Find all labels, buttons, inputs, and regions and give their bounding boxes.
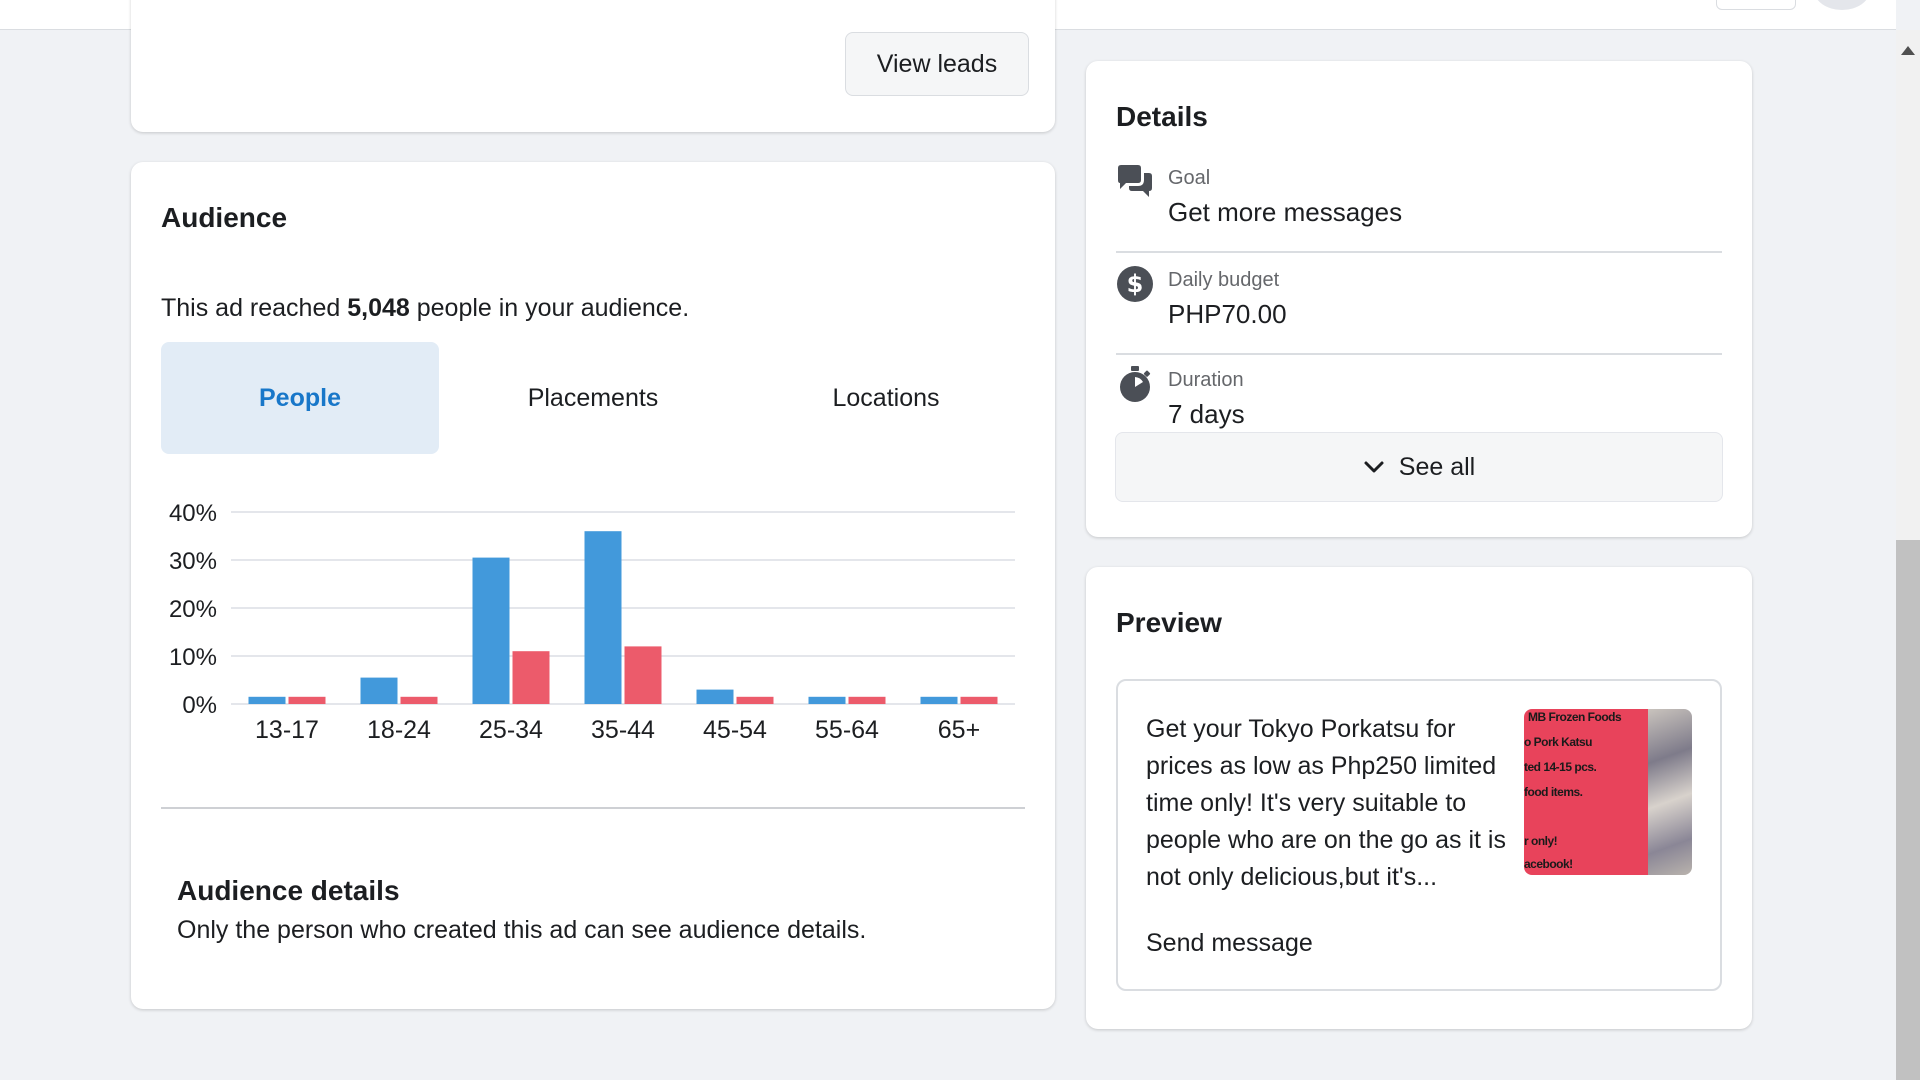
chart-bar: [584, 531, 622, 704]
ad-image-text-line: MB Frozen Foods: [1528, 710, 1622, 724]
audience-details-title: Audience details: [177, 875, 400, 906]
duration-value: 7 days: [1168, 399, 1245, 429]
chart-bar: [360, 677, 398, 704]
detail-row-duration: Duration 7 days: [1116, 355, 1722, 455]
audience-details-text: Only the person who created this ad can …: [177, 916, 867, 944]
stopwatch-icon: [1120, 366, 1151, 402]
ad-preview-text: Get your Tokyo Porkatsu for prices as lo…: [1146, 715, 1506, 891]
dollar-icon: $: [1117, 266, 1153, 302]
chart-y-tick-label: 0%: [182, 692, 217, 719]
avatar[interactable]: [1814, 0, 1870, 10]
chart-bar: [512, 651, 550, 704]
audience-age-chart: 0% 10% 20% 30% 40% 13-17 18-24 25-34 35-44 45-54 5…: [161, 490, 1025, 910]
reach-summary: This ad reached 5,048 people in your aud…: [161, 294, 689, 323]
chart-bar: [960, 696, 998, 704]
top-bar-button[interactable]: [1716, 0, 1796, 10]
chart-bar: [400, 696, 438, 704]
chevron-down-icon: [1364, 461, 1384, 473]
chart-x-tick-label: 18-24: [367, 716, 431, 744]
chat-bubbles-icon: [1118, 165, 1152, 197]
svg-text:$: $: [1127, 270, 1144, 298]
chart-bar: [696, 689, 734, 704]
scroll-up-arrow-icon[interactable]: [1901, 46, 1915, 55]
ad-image-photo: [1648, 709, 1692, 875]
chart-y-tick-label: 20%: [169, 596, 217, 623]
chart-y-tick-label: 30%: [169, 548, 217, 575]
duration-label: Duration: [1168, 369, 1244, 391]
goal-value: Get more messages: [1168, 197, 1403, 227]
chart-bar: [288, 696, 326, 704]
divider: [161, 807, 1025, 809]
chart-bar: [624, 646, 662, 704]
audience-title: Audience: [161, 202, 288, 233]
preview-title: Preview: [1116, 607, 1222, 638]
tab-people[interactable]: People: [161, 342, 439, 454]
ad-preview-image: MB Frozen Foods o Pork Katsu ted 14-15 p…: [1524, 709, 1692, 875]
chart-bar: [920, 696, 958, 704]
detail-row-daily-budget: $ Daily budget PHP70.00: [1116, 255, 1722, 355]
details-card: Details Goal Get more messages $ Daily b…: [1086, 61, 1752, 537]
chart-x-tick-label: 13-17: [255, 716, 319, 744]
reach-count: 5,048: [347, 294, 410, 322]
daily-budget-label: Daily budget: [1168, 269, 1280, 291]
detail-row-goal: Goal Get more messages: [1116, 153, 1722, 253]
chart-y-tick-label: 10%: [169, 644, 217, 671]
details-title: Details: [1116, 101, 1208, 132]
ad-image-text-line: acebook!: [1524, 857, 1573, 871]
see-all-label: See all: [1398, 452, 1476, 481]
reach-suffix: people in your audience.: [409, 294, 690, 322]
reach-prefix: This ad reached: [161, 294, 348, 322]
ad-image-text-line: r only!: [1524, 834, 1558, 848]
view-leads-button[interactable]: View leads: [845, 32, 1029, 96]
chart-x-tick-label: 35-44: [591, 716, 655, 744]
leads-card: View leads: [131, 0, 1055, 132]
tab-placements[interactable]: Placements: [527, 383, 659, 412]
ad-image-text-line: o Pork Katsu: [1524, 735, 1593, 749]
chart-x-tick-label: 55-64: [815, 716, 879, 744]
see-all-button[interactable]: See all: [1115, 432, 1723, 502]
audience-card: Audience This ad reached 5,048 people in…: [131, 162, 1055, 1009]
chart-bar: [808, 696, 846, 704]
scrollbar-thumb[interactable]: [1896, 540, 1920, 1080]
chart-x-tick-label: 25-34: [479, 716, 543, 744]
chart-bar: [736, 696, 774, 704]
chart-bar: [248, 696, 286, 704]
audience-tabs: People Placements Locations: [161, 342, 1025, 454]
ad-image-text-line: food items.: [1524, 785, 1583, 799]
ad-image-text-line: ted 14-15 pcs.: [1524, 760, 1597, 774]
daily-budget-value: PHP70.00: [1168, 299, 1287, 329]
ad-image-banner: [1524, 709, 1648, 875]
send-message-button[interactable]: Send message: [1146, 929, 1313, 957]
preview-card: Preview Get your Tokyo Porkatsu for pric…: [1086, 567, 1752, 1029]
chart-svg: 0% 10% 20% 30% 40% 13-17 18-24 25-34 35-44 45-54 5…: [169, 500, 1015, 744]
ad-preview[interactable]: Get your Tokyo Porkatsu for prices as lo…: [1116, 679, 1722, 991]
chart-x-tick-label: 45-54: [703, 716, 767, 744]
chart-y-tick-label: 40%: [169, 500, 217, 527]
goal-label: Goal: [1168, 167, 1211, 189]
chart-bar: [472, 557, 510, 704]
chart-x-tick-label: 65+: [938, 716, 980, 744]
tab-locations[interactable]: Locations: [832, 383, 940, 412]
chart-bar: [848, 696, 886, 704]
